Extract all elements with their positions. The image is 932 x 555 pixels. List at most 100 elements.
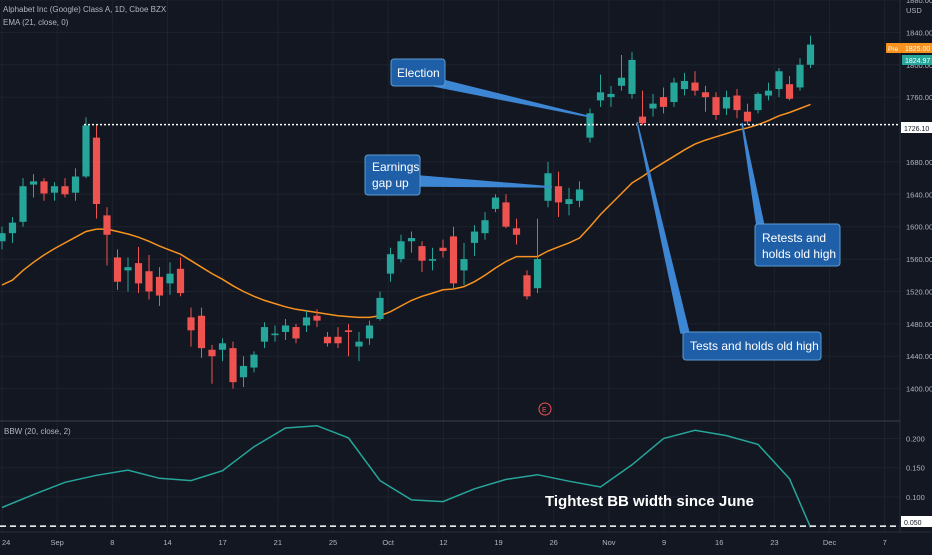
- candle[interactable]: [764, 82, 773, 101]
- candle[interactable]: [691, 71, 699, 96]
- candle[interactable]: [82, 117, 90, 179]
- candle-body: [428, 259, 437, 261]
- candle[interactable]: [218, 338, 227, 362]
- candle[interactable]: [743, 103, 752, 125]
- candle[interactable]: [197, 307, 206, 358]
- candle[interactable]: [628, 51, 636, 99]
- candle[interactable]: [586, 108, 594, 143]
- ema-legend[interactable]: EMA (21, close, 0): [3, 18, 69, 27]
- candle[interactable]: [61, 178, 69, 198]
- candle[interactable]: [659, 87, 668, 114]
- candle[interactable]: [491, 194, 500, 213]
- candle[interactable]: [292, 323, 300, 344]
- candle[interactable]: [92, 125, 101, 219]
- candle[interactable]: [733, 89, 741, 119]
- candle-body: [82, 125, 90, 177]
- bbw-legend[interactable]: BBW (20, close, 2): [4, 427, 71, 436]
- candle[interactable]: [775, 68, 783, 98]
- candle[interactable]: [355, 331, 363, 362]
- candle[interactable]: [103, 207, 111, 266]
- candle[interactable]: [8, 216, 17, 243]
- candle[interactable]: [460, 242, 468, 285]
- candle[interactable]: [523, 270, 531, 300]
- candle[interactable]: [155, 267, 164, 307]
- candle[interactable]: [470, 225, 479, 256]
- candle[interactable]: [344, 323, 353, 357]
- candle[interactable]: [670, 77, 678, 107]
- candle[interactable]: [271, 325, 279, 342]
- candle[interactable]: [176, 257, 185, 297]
- candle[interactable]: [428, 247, 437, 271]
- candle[interactable]: [376, 291, 384, 321]
- candle[interactable]: [208, 344, 216, 384]
- candle[interactable]: [512, 218, 521, 245]
- candle[interactable]: [796, 58, 804, 91]
- candle[interactable]: [575, 181, 584, 208]
- candle[interactable]: [145, 255, 153, 300]
- time-tick-label: 26: [550, 538, 558, 547]
- bbw-axis[interactable]: 0.100 0.150 0.200: [906, 435, 925, 502]
- candle[interactable]: [19, 178, 27, 227]
- candle[interactable]: [187, 307, 195, 347]
- bbw-line: [1, 424, 812, 528]
- candle[interactable]: [596, 74, 605, 107]
- retests-callout[interactable]: [754, 223, 841, 267]
- candle[interactable]: [260, 322, 269, 349]
- bbw-tick-label: 0.200: [906, 435, 925, 444]
- candle[interactable]: [250, 351, 258, 373]
- candle[interactable]: [701, 85, 710, 112]
- grid-layer: [0, 0, 900, 532]
- candle[interactable]: [449, 226, 458, 290]
- candle[interactable]: [40, 178, 48, 201]
- candle[interactable]: [166, 262, 174, 295]
- candle[interactable]: [281, 318, 290, 341]
- candle[interactable]: [365, 320, 374, 345]
- time-tick-label: 7: [883, 538, 887, 547]
- candle[interactable]: [386, 247, 395, 282]
- candle[interactable]: [680, 72, 689, 96]
- candle[interactable]: [0, 226, 6, 250]
- candle[interactable]: [806, 35, 815, 69]
- time-tick-label: 16: [715, 538, 723, 547]
- candle[interactable]: [722, 90, 731, 115]
- candle[interactable]: [481, 212, 489, 240]
- level-price: 1726.10: [904, 126, 929, 133]
- candle[interactable]: [418, 241, 426, 273]
- candle[interactable]: [124, 257, 132, 292]
- candle[interactable]: [502, 194, 510, 229]
- candle[interactable]: [785, 76, 794, 101]
- bbw-pane[interactable]: [0, 424, 900, 528]
- earnings-marker[interactable]: [538, 402, 552, 416]
- candle[interactable]: [334, 327, 342, 349]
- candle[interactable]: [638, 90, 647, 125]
- candle[interactable]: [239, 356, 248, 387]
- candle[interactable]: [397, 234, 405, 263]
- time-axis[interactable]: 24 Sep 8 14 17 21 25 Oct 12 19 26 Nov 9 16 23 Dec 7: [2, 538, 887, 547]
- election-callout[interactable]: [390, 58, 446, 87]
- candle[interactable]: [302, 310, 311, 332]
- candle[interactable]: [113, 249, 122, 290]
- price-axis[interactable]: 1400.00 1440.00 1480.00 1520.00 1560.00 1600.…: [906, 0, 932, 394]
- candle[interactable]: [313, 309, 321, 328]
- earnings-callout[interactable]: [364, 154, 421, 196]
- price-tick-label: 1440.00: [906, 352, 932, 361]
- candle[interactable]: [554, 171, 563, 217]
- candle[interactable]: [565, 187, 573, 216]
- tests-callout[interactable]: [682, 331, 822, 361]
- candle[interactable]: [607, 85, 615, 107]
- candle[interactable]: [50, 182, 59, 201]
- level-price-badge: [901, 122, 932, 133]
- candle[interactable]: [439, 239, 447, 258]
- candle[interactable]: [134, 246, 143, 294]
- candle[interactable]: [754, 92, 762, 114]
- candle[interactable]: [407, 231, 416, 253]
- candle[interactable]: [649, 93, 657, 117]
- candle[interactable]: [29, 174, 38, 198]
- candle[interactable]: [617, 55, 626, 91]
- candle[interactable]: [229, 341, 237, 389]
- candle[interactable]: [533, 218, 542, 294]
- candle[interactable]: [712, 92, 720, 120]
- candle[interactable]: [323, 331, 332, 347]
- candle[interactable]: [71, 168, 80, 201]
